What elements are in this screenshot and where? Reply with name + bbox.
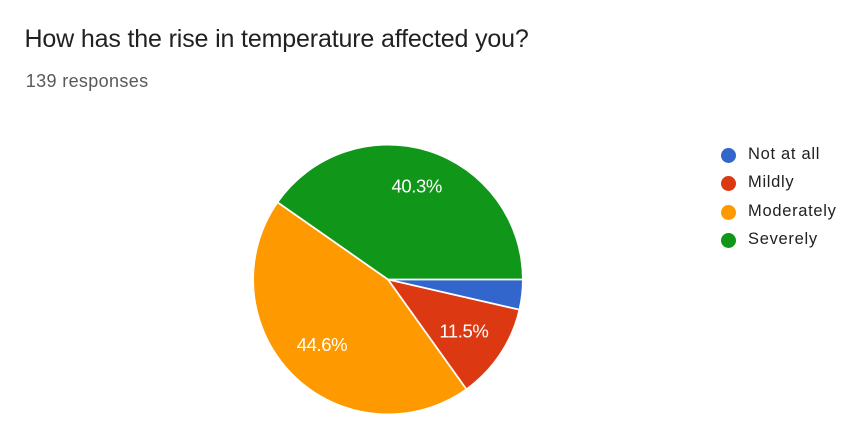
svg-text:11.5%: 11.5% [439, 321, 488, 342]
svg-text:44.6%: 44.6% [297, 334, 347, 355]
svg-text:40.3%: 40.3% [391, 175, 441, 196]
